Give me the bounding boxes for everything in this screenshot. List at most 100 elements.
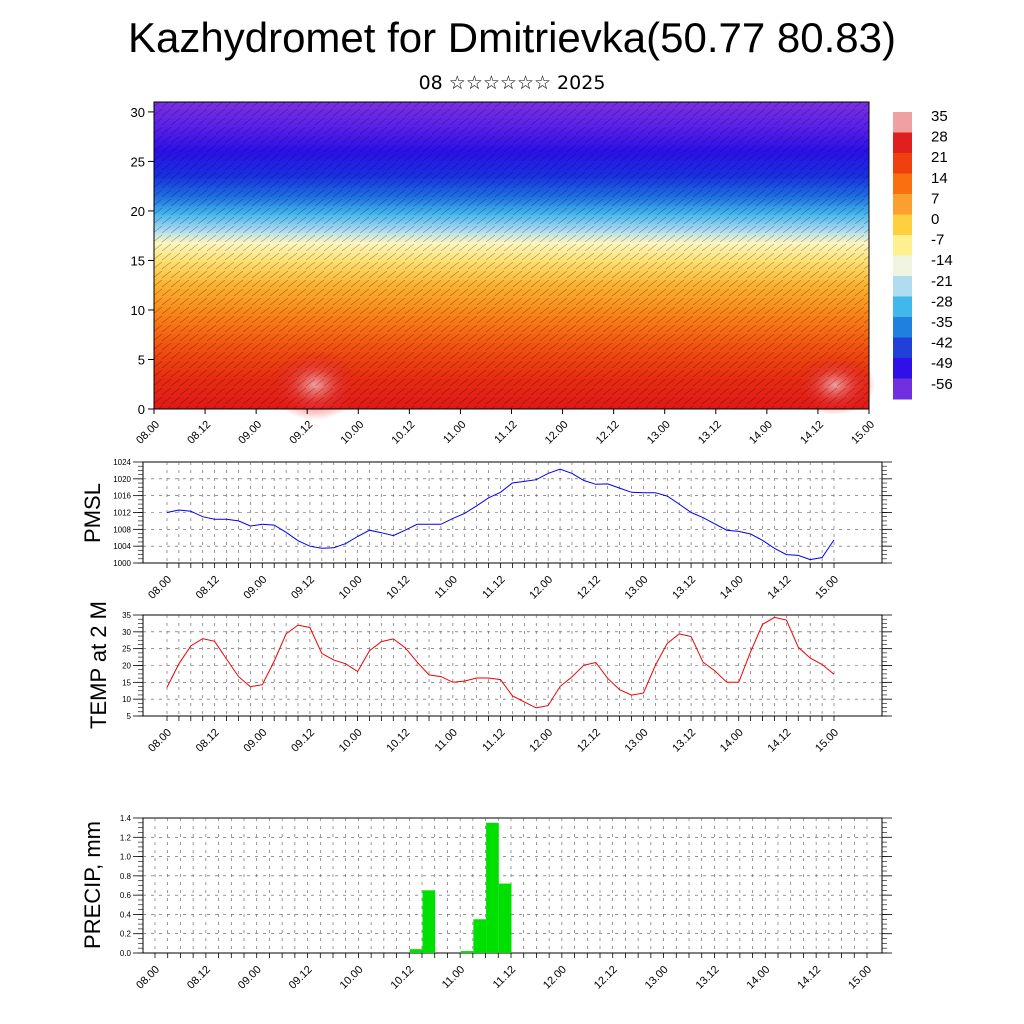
pmsl-series-line (166, 468, 835, 561)
temp-x-tick-label: 10.00 (337, 727, 365, 755)
colorbar-box (893, 112, 912, 133)
precip-x-tick-label: 08.00 (134, 964, 162, 992)
precip-x-tick-label: 14.00 (744, 964, 772, 992)
precip-x-tick-label: 09.12 (287, 964, 315, 992)
cross-section-x-tick-label: 11.00 (441, 419, 468, 446)
cross-section-y-axis: 0 5 10 15 20 25 30 (131, 105, 154, 417)
pmsl-x-tick-label: 13.00 (623, 574, 651, 602)
colorbar-box (893, 132, 912, 154)
precip-y-tick-label: 1.2 (120, 833, 132, 842)
colorbar-label: -21 (931, 273, 953, 290)
cross-section-x-tick-label: 11.12 (492, 419, 519, 446)
precip-x-tick-label: 11.12 (491, 964, 518, 991)
precip-x-tick-label: 12.00 (541, 964, 569, 992)
temp-grid (143, 615, 882, 716)
colorbar-label: -42 (931, 335, 953, 352)
pmsl-x-tick-label: 12.12 (575, 574, 603, 602)
pmsl-y-tick-label: 1020 (113, 475, 131, 484)
colorbar-box (893, 317, 912, 338)
pmsl-x-tick-label: 14.00 (718, 574, 746, 602)
precip-bars (409, 822, 512, 953)
temp-x-tick-label: 14.00 (718, 727, 746, 755)
precip-y-tick-label: 1.0 (120, 853, 132, 862)
colorbar-label: -35 (931, 314, 953, 331)
precip-grid (143, 818, 882, 953)
cross-section-x-tick-label: 10.00 (338, 419, 366, 447)
temp-x-tick-label: 15.00 (813, 727, 841, 755)
cross-section-x-tick-label: 08.12 (185, 419, 213, 447)
temp-y-tick-label: 25 (122, 645, 131, 654)
colorbar-box (893, 173, 912, 195)
precip-y-tick-label: 0.2 (120, 930, 132, 939)
temp-y-tick-label: 15 (122, 678, 131, 687)
colorbar-label: -7 (931, 232, 944, 249)
colorbar-box (893, 255, 912, 277)
precip-x-tick-label: 15.00 (846, 964, 874, 992)
precip-y-tick-label: 0.6 (120, 891, 132, 900)
pmsl-x-tick-label: 08.12 (194, 574, 222, 602)
precip-x-tick-label: 11.00 (440, 964, 467, 991)
cross-section-x-axis: 08.00 08.12 09.00 09.12 10.00 10.12 11.00 11.12… (134, 409, 877, 447)
temp-y-tick-label: 5 (127, 712, 132, 721)
precip-y-tick-label: 0.4 (120, 910, 132, 919)
colorbar-labels: 35 28 21 14 7 0 -7 -14 -21 -28 -35 -42 -49 -56 (931, 108, 953, 393)
temp-panel: 5 10 15 20 25 30 35 08.00 08.12 09.00 09.12 10.00 10… (86, 601, 892, 755)
pmsl-y-tick-label: 1024 (113, 458, 131, 467)
precip-x-tick-label: 10.00 (338, 964, 366, 992)
colorbar-label: 7 (931, 190, 939, 207)
pmsl-grid (143, 462, 882, 563)
cross-section-x-tick-label: 13.12 (696, 419, 724, 447)
colorbar-label: 28 (931, 129, 948, 146)
temp-x-tick-label: 08.12 (194, 727, 222, 755)
cross-section-x-tick-label: 12.00 (543, 419, 571, 447)
pmsl-x-tick-label: 10.12 (384, 574, 412, 602)
precip-x-tick-label: 13.00 (643, 964, 671, 992)
precip-y-label: PRECIP, mm (80, 821, 105, 949)
colorbar-label: -56 (931, 376, 953, 393)
colorbar: 35 28 21 14 7 0 -7 -14 -21 -28 -35 -42 -49 -56 (893, 108, 953, 400)
colorbar-boxes (893, 112, 912, 400)
page-subtitle: 08 ☆☆☆☆☆☆ 2025 (418, 72, 606, 94)
temp-x-tick-label: 08.00 (146, 727, 174, 755)
precip-x-tick-label: 08.12 (185, 964, 213, 992)
pmsl-x-tick-label: 11.12 (480, 574, 507, 601)
colorbar-label: 0 (931, 211, 939, 228)
pmsl-x-tick-label: 14.12 (766, 574, 794, 602)
cross-section-x-tick-label: 10.12 (390, 419, 418, 447)
temp-x-tick-label: 11.00 (433, 727, 460, 754)
colorbar-label: 35 (931, 108, 948, 125)
cross-section-x-tick-label: 14.12 (798, 419, 826, 447)
temp-x-tick-label: 13.12 (670, 727, 698, 755)
pmsl-x-tick-label: 09.00 (241, 574, 269, 602)
colorbar-box (893, 276, 912, 297)
pmsl-y-tick-label: 1008 (113, 525, 131, 534)
precip-x-tick-label: 13.12 (694, 964, 722, 992)
pmsl-panel: 1000 1004 1008 1012 1016 1020 1024 08.00 08.12 09… (80, 458, 892, 602)
precip-y-tick-label: 0.0 (120, 949, 132, 958)
temp-y-tick-label: 20 (122, 662, 131, 671)
pmsl-x-tick-label: 08.00 (146, 574, 174, 602)
colorbar-box (893, 214, 912, 236)
pmsl-y-tick-label: 1000 (113, 559, 131, 568)
cross-section-x-tick-label: 09.00 (236, 419, 264, 447)
colorbar-box (893, 378, 912, 400)
precip-bar (409, 949, 423, 953)
precip-x-tick-label: 09.00 (236, 964, 264, 992)
temp-x-tick-label: 12.00 (527, 727, 555, 755)
pmsl-x-tick-label: 15.00 (813, 574, 841, 602)
colorbar-box (893, 153, 912, 174)
pmsl-x-tick-label: 09.12 (289, 574, 317, 602)
precip-bar (473, 919, 487, 953)
cross-section-y-tick-label: 10 (131, 303, 145, 318)
precip-x-tick-label: 10.12 (388, 964, 416, 992)
temp-x-tick-label: 12.12 (575, 727, 603, 755)
colorbar-box (893, 358, 912, 379)
pmsl-x-tick-label: 12.00 (527, 574, 555, 602)
temp-y-tick-label: 10 (122, 695, 131, 704)
pmsl-y-tick-label: 1012 (113, 509, 131, 518)
cross-section-panel: 0 5 10 15 20 25 30 08.00 08.12 09.00 09.12 10.00 10… (131, 101, 877, 447)
temp-y-tick-label: 35 (122, 611, 131, 620)
colorbar-label: -49 (931, 355, 953, 372)
cross-section-y-tick-label: 25 (131, 154, 145, 169)
colorbar-label: -14 (931, 252, 953, 269)
